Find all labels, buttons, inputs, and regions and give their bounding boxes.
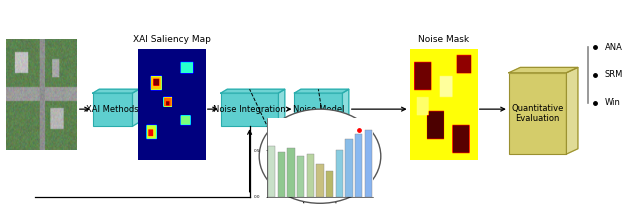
Polygon shape bbox=[509, 67, 578, 73]
Text: SRM: SRM bbox=[605, 70, 623, 79]
Bar bbox=[294, 93, 342, 126]
Text: Noise Integration: Noise Integration bbox=[213, 105, 286, 114]
Polygon shape bbox=[221, 89, 285, 93]
Polygon shape bbox=[132, 89, 139, 126]
Text: ANA: ANA bbox=[605, 43, 623, 52]
Polygon shape bbox=[278, 89, 285, 126]
Polygon shape bbox=[342, 89, 349, 126]
Bar bbox=[221, 93, 278, 126]
Text: Quantitative
Evaluation: Quantitative Evaluation bbox=[511, 104, 564, 123]
Bar bbox=[509, 73, 566, 154]
Text: XAI Saliency Map: XAI Saliency Map bbox=[132, 35, 211, 44]
Text: Noise Mask: Noise Mask bbox=[418, 35, 469, 44]
Polygon shape bbox=[93, 89, 139, 93]
Text: XAI Methods: XAI Methods bbox=[86, 105, 139, 114]
Ellipse shape bbox=[259, 109, 381, 203]
Bar bbox=[93, 93, 132, 126]
Polygon shape bbox=[566, 67, 578, 154]
Polygon shape bbox=[294, 89, 349, 93]
Text: Noise Model: Noise Model bbox=[292, 105, 344, 114]
Text: Win: Win bbox=[605, 98, 621, 107]
